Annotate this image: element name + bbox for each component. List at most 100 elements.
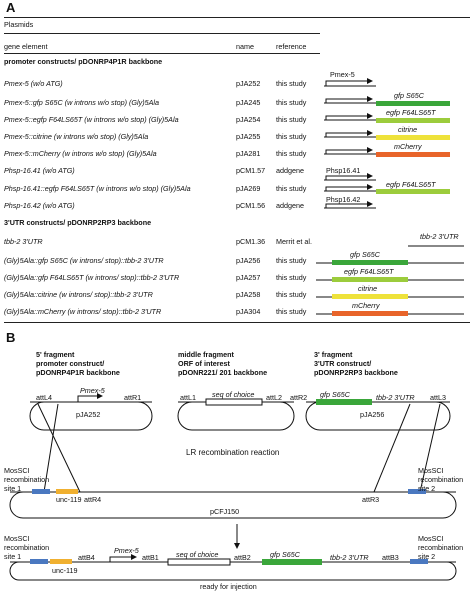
attr4-label: attR4 — [84, 495, 102, 504]
row-name: pJA256 — [236, 256, 261, 265]
mossci-left-l3: site 1 — [4, 484, 22, 493]
row-name: pCM1.36 — [236, 237, 266, 246]
row-ref: this study — [276, 149, 307, 158]
egfp-bar — [376, 189, 450, 194]
seq-choice-label: seq of choice — [212, 390, 255, 399]
attl2-label: attL2 — [266, 393, 282, 402]
lr-reaction-label: LR recombination reaction — [186, 448, 280, 457]
row-gene: (Gly)5Ala::mCherry (w introns/ stop)::tb… — [4, 307, 162, 316]
citrine-label: citrine — [358, 284, 378, 293]
fragmentM-l3: pDONR221/ 201 backbone — [178, 368, 268, 377]
panel-b-letter: B — [6, 330, 16, 345]
mossci-left-l2: recombination — [4, 475, 50, 484]
fragmentM-l2: ORF of interest — [178, 359, 230, 368]
mossci-site1-bar — [32, 489, 50, 494]
mcherry-label: mCherry — [394, 142, 422, 151]
row-ref: this study — [276, 273, 307, 282]
gfp-label: gfp S65C — [394, 91, 424, 100]
row-ref: this study — [276, 307, 307, 316]
unc119-label: unc-119 — [52, 566, 78, 575]
title-rule — [4, 33, 320, 34]
row-name: pJA255 — [236, 132, 261, 141]
attl4-label: attL4 — [36, 393, 52, 402]
row-ref: this study — [276, 290, 307, 299]
fragment5-l1: 5' fragment — [36, 350, 75, 359]
seq-of-choice-box — [167, 558, 231, 566]
header-gene-element: gene element — [4, 42, 48, 51]
row-gene: (Gly)5Ala::gfp F64LS65T (w introns/ stop… — [4, 273, 180, 282]
attl3-label: attL3 — [430, 393, 446, 402]
row-gene: Pmex-5 (w/o ATG) — [4, 79, 63, 88]
fragmentM-l1: middle fragment — [178, 350, 234, 359]
mossci-left-l3: site 1 — [4, 552, 22, 561]
row-name: pJA304 — [236, 307, 261, 316]
mossci-left-l2: recombination — [4, 543, 50, 552]
row-name: pJA252 — [236, 79, 261, 88]
mossci-right-l3: site 2 — [418, 552, 436, 561]
phsp1641-label: Phsp16.41 — [326, 166, 361, 175]
row-name: pJA281 — [236, 149, 261, 158]
pja256-label: pJA256 — [360, 410, 385, 419]
gfp-label: gfp S65C — [350, 250, 380, 259]
row-gene: Pmex-5::citrine (w introns w/o stop) (Gl… — [4, 132, 149, 141]
row-name: pJA245 — [236, 98, 261, 107]
row-gene: (Gly)5Ala::citrine (w introns/ stop)::tb… — [4, 290, 153, 299]
citrine-label: citrine — [398, 125, 418, 134]
attl1-label: attL1 — [180, 393, 196, 402]
seq-of-choice-box — [205, 398, 263, 406]
attr1-label: attR1 — [124, 393, 142, 402]
row-ref: this study — [276, 132, 307, 141]
row-name: pJA269 — [236, 184, 261, 193]
citrine-bar — [332, 294, 408, 299]
mcherry-bar — [376, 152, 450, 157]
fragment3-l1: 3' fragment — [314, 350, 353, 359]
mossci-left-l1: MosSCI — [4, 534, 30, 543]
mcherry-bar — [332, 311, 408, 316]
pmex5-label: Pmex-5 — [330, 70, 355, 79]
gfp-bar — [262, 559, 322, 565]
row-gene: Phsp-16.41::egfp F64LS65T (w introns w/o… — [4, 184, 191, 193]
attb4-label: attB4 — [78, 553, 95, 562]
row-gene: Phsp-16.42 (w/o ATG) — [4, 201, 75, 210]
unc119-bar — [50, 559, 72, 564]
citrine-bar — [376, 135, 450, 140]
row-ref: this study — [276, 98, 307, 107]
section-utr: 3'UTR constructs/ pDONRP2RP3 backbone — [4, 218, 152, 227]
row-ref: this study — [276, 184, 307, 193]
row-ref: this study — [276, 79, 307, 88]
plasmid-middle — [177, 401, 295, 431]
header-reference: reference — [276, 42, 307, 51]
fragment3-l3: pDONRP2RP3 backbone — [314, 368, 398, 377]
row-ref: this study — [276, 115, 307, 124]
fragment3-l2: 3'UTR construct/ — [314, 359, 372, 368]
egfp-bar — [332, 277, 408, 282]
row-name: pJA257 — [236, 273, 261, 282]
row-gene: Phsp-16.41 (w/o ATG) — [4, 166, 75, 175]
promoter-arrow-row0 — [324, 78, 376, 87]
mossci-right-l3: site 2 — [418, 484, 436, 493]
panel-a-letter: A — [6, 0, 16, 15]
header-rule — [4, 53, 320, 54]
row-gene: Pmex-5::egfp F64LS65T (w introns w/o sto… — [4, 115, 179, 124]
row-ref: addgene — [276, 166, 304, 175]
pja252-label: pJA252 — [76, 410, 101, 419]
mossci-right-l2: recombination — [418, 475, 464, 484]
fragment5-l3: pDONRP4P1R backbone — [36, 368, 120, 377]
gfp-bar — [316, 399, 372, 405]
attr3-label: attR3 — [362, 495, 380, 504]
row-gene: Pmex-5::mCherry (w introns w/o stop) (Gl… — [4, 149, 157, 158]
ready-label: ready for injection — [200, 582, 257, 591]
phsp1642-label: Phsp16.42 — [326, 195, 361, 204]
seq-choice-label: seq of choice — [176, 550, 219, 559]
mossci-right-l1: MosSCI — [418, 534, 444, 543]
fragment5-l2: promoter construct/ — [36, 359, 105, 368]
pcfj150-label: pCFJ150 — [210, 507, 240, 516]
row-ref: this study — [276, 256, 307, 265]
header-name: name — [236, 42, 254, 51]
section-promoter: promoter constructs/ pDONRP4P1R backbone — [4, 57, 163, 66]
gfp-label: gfp S65C — [320, 390, 350, 399]
unc119-bar — [56, 489, 78, 494]
row-gene: tbb-2 3'UTR — [4, 237, 43, 246]
attb1-label: attB1 — [142, 553, 159, 562]
row-name: pJA258 — [236, 290, 261, 299]
